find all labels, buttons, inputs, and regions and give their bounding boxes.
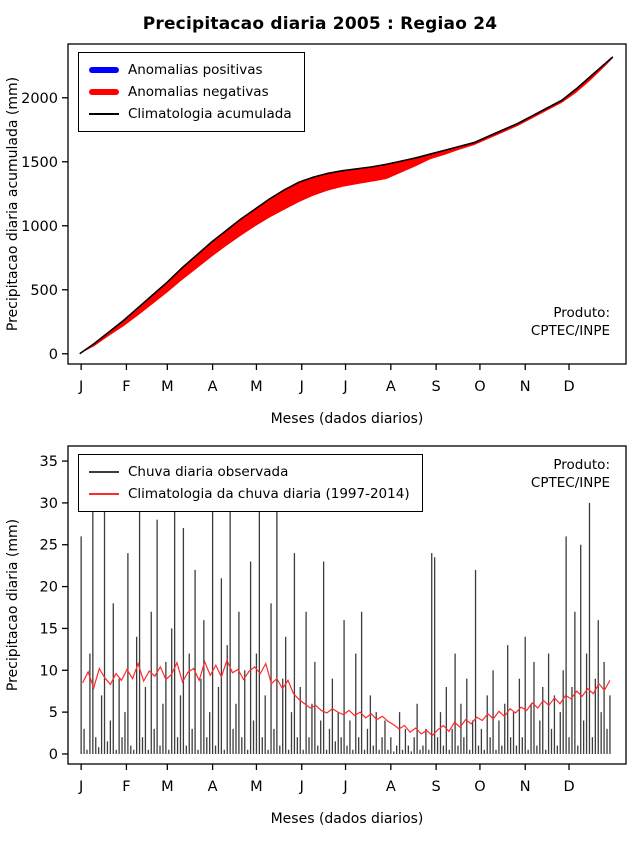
svg-text:2000: 2000	[21, 91, 58, 107]
legend-label: Chuva diaria observada	[128, 464, 289, 480]
svg-text:0: 0	[49, 747, 58, 763]
svg-text:O: O	[474, 779, 485, 795]
produto-org: CPTEC/INPE	[530, 323, 610, 339]
svg-text:F: F	[122, 379, 130, 395]
svg-text:S: S	[431, 379, 440, 395]
blue-line-swatch	[89, 67, 119, 73]
legend-item-anomalias-positivas: Anomalias positivas	[89, 60, 292, 80]
cumulative-precipitation-chart: 0 500 1000 1500 2000 J F M A M J J A S O N D Meses (dados…	[0, 36, 640, 436]
gray-line-swatch	[89, 471, 119, 473]
svg-text:A: A	[208, 779, 218, 795]
svg-text:J: J	[299, 779, 304, 795]
produto-annotation: Produto: CPTEC/INPE	[531, 304, 610, 340]
svg-text:Precipitacao diaria acumulada: Precipitacao diaria acumulada (mm)	[5, 77, 21, 331]
svg-text:A: A	[386, 779, 396, 795]
black-line-swatch	[89, 113, 119, 115]
svg-text:M: M	[161, 779, 174, 795]
svg-text:15: 15	[40, 621, 58, 637]
red-line-swatch	[89, 89, 119, 95]
svg-text:Meses (dados diarios): Meses (dados diarios)	[271, 411, 424, 427]
svg-text:500: 500	[30, 283, 58, 299]
page-title: Precipitacao diaria 2005 : Regiao 24	[142, 14, 498, 34]
svg-text:35: 35	[40, 454, 58, 470]
svg-text:J: J	[299, 379, 304, 395]
svg-text:J: J	[78, 379, 83, 395]
svg-text:10: 10	[40, 663, 58, 679]
legend-item-anomalias-negativas: Anomalias negativas	[89, 82, 292, 102]
legend-item-chuva-observada: Chuva diaria observada	[89, 462, 410, 482]
legend-item-climatologia-acumulada: Climatologia acumulada	[89, 104, 292, 124]
svg-text:0: 0	[49, 347, 58, 363]
svg-text:Meses (dados diarios): Meses (dados diarios)	[271, 811, 424, 827]
svg-text:N: N	[520, 779, 531, 795]
produto-org: CPTEC/INPE	[530, 475, 610, 491]
svg-text:M: M	[250, 379, 263, 395]
svg-text:J: J	[78, 779, 83, 795]
svg-text:O: O	[474, 379, 485, 395]
svg-text:J: J	[342, 379, 347, 395]
svg-text:Precipitacao diaria (mm): Precipitacao diaria (mm)	[5, 519, 21, 691]
legend-label: Climatologia acumulada	[128, 106, 292, 122]
svg-text:D: D	[563, 779, 574, 795]
svg-text:S: S	[431, 779, 440, 795]
svg-text:N: N	[520, 379, 531, 395]
svg-text:30: 30	[40, 496, 58, 512]
daily-precipitation-chart: 0 5 10 15 20 25 30 35 J F M A M J J A S O N D Meses (dados d…	[0, 436, 640, 836]
legend-label: Anomalias positivas	[128, 62, 263, 78]
legend-label: Anomalias negativas	[128, 84, 269, 100]
cumulative-chart-canvas: 0 500 1000 1500 2000 J F M A M J J A S O N D Meses (dados…	[5, 43, 627, 427]
daily-chart-canvas: 0 5 10 15 20 25 30 35 J F M A M J J A S O N D Meses (dados d…	[5, 445, 627, 827]
svg-text:1000: 1000	[21, 219, 58, 235]
svg-text:A: A	[386, 379, 396, 395]
svg-text:20: 20	[40, 580, 58, 596]
daily-chart-legend: Chuva diaria observada Climatologia da c…	[78, 454, 423, 512]
produto-label: Produto:	[553, 305, 610, 321]
produto-annotation: Produto: CPTEC/INPE	[531, 456, 610, 492]
svg-text:1500: 1500	[21, 155, 58, 171]
svg-text:J: J	[342, 779, 347, 795]
cumulative-chart-legend: Anomalias positivas Anomalias negativas …	[78, 52, 305, 132]
svg-text:25: 25	[40, 538, 58, 554]
legend-item-climatologia-diaria: Climatologia da chuva diaria (1997-2014)	[89, 484, 410, 504]
legend-label: Climatologia da chuva diaria (1997-2014)	[128, 486, 410, 502]
svg-text:M: M	[250, 779, 263, 795]
svg-text:F: F	[122, 779, 130, 795]
svg-text:D: D	[563, 379, 574, 395]
red-line-swatch	[89, 493, 119, 495]
produto-label: Produto:	[553, 457, 610, 473]
svg-text:5: 5	[49, 705, 58, 721]
svg-text:A: A	[208, 379, 218, 395]
svg-text:M: M	[161, 379, 174, 395]
